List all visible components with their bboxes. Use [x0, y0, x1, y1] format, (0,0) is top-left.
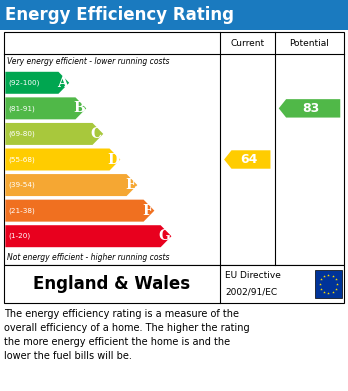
Text: EU Directive: EU Directive [226, 271, 281, 280]
Text: A: A [57, 76, 68, 90]
Text: G: G [158, 229, 170, 243]
Bar [3, 32, 345, 265]
Text: (39-54): (39-54) [8, 182, 35, 188]
Polygon shape [224, 150, 270, 169]
Text: (55-68): (55-68) [8, 156, 35, 163]
Text: The energy efficiency rating is a measure of the: The energy efficiency rating is a measur… [3, 309, 239, 319]
Text: Not energy efficient - higher running costs: Not energy efficient - higher running co… [7, 253, 169, 262]
Text: 64: 64 [240, 153, 257, 166]
Bar [0, 0, 348, 30]
Text: F: F [142, 204, 152, 218]
Text: 2002/91/EC: 2002/91/EC [226, 288, 277, 297]
Polygon shape [279, 99, 340, 118]
Text: (92-100): (92-100) [8, 79, 39, 86]
Text: Energy Efficiency Rating: Energy Efficiency Rating [5, 6, 234, 24]
Text: D: D [107, 152, 119, 167]
Text: (21-38): (21-38) [8, 207, 35, 214]
Text: (81-91): (81-91) [8, 105, 35, 111]
Text: 83: 83 [302, 102, 320, 115]
Text: (1-20): (1-20) [8, 233, 30, 239]
Text: lower the fuel bills will be.: lower the fuel bills will be. [3, 351, 132, 361]
Polygon shape [5, 97, 86, 119]
Polygon shape [5, 72, 69, 94]
Text: Current: Current [230, 38, 264, 47]
Polygon shape [5, 174, 137, 196]
Text: England & Wales: England & Wales [33, 275, 190, 293]
Text: the more energy efficient the home is and the: the more energy efficient the home is an… [3, 337, 230, 347]
Polygon shape [5, 123, 103, 145]
Text: overall efficiency of a home. The higher the rating: overall efficiency of a home. The higher… [3, 323, 249, 333]
Bar [315, 270, 342, 298]
Text: B: B [73, 101, 85, 115]
Text: Potential: Potential [290, 38, 330, 47]
Text: Very energy efficient - lower running costs: Very energy efficient - lower running co… [7, 57, 169, 66]
Polygon shape [5, 149, 120, 170]
Text: (69-80): (69-80) [8, 131, 35, 137]
Text: E: E [125, 178, 136, 192]
Text: C: C [91, 127, 102, 141]
Polygon shape [5, 200, 155, 222]
Bar [3, 265, 345, 303]
Polygon shape [5, 225, 172, 247]
